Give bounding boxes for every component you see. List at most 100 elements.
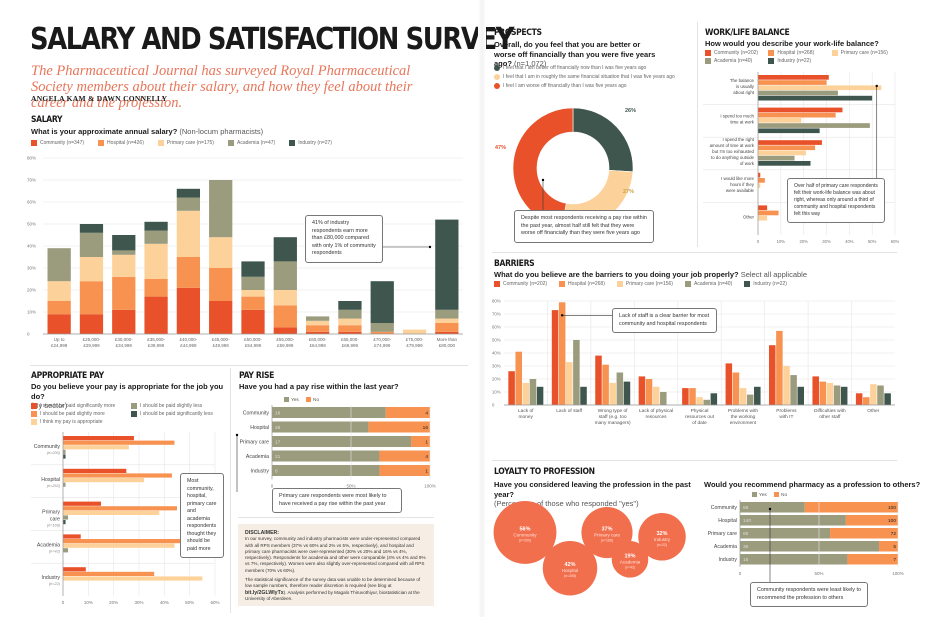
work-life-question: How would you describe your work-life ba…: [705, 39, 879, 48]
barriers-question: What do you believe are the barriers to …: [494, 270, 807, 280]
bar-hospital: [515, 351, 522, 405]
barriers-question-note: Select all applicable: [740, 270, 808, 279]
legend-label: Community (n=202): [714, 50, 759, 56]
x-tick-label: More than: [437, 337, 458, 342]
category-label: is usually: [736, 84, 755, 89]
category-n: (n=22): [49, 582, 61, 586]
bar-segment-community: [338, 331, 362, 334]
bar-academia: [833, 385, 841, 405]
x-tick-label: £30,000-: [115, 337, 133, 342]
x-tick-label: 100%: [424, 484, 436, 489]
bar-hospital: [645, 379, 653, 405]
legend-label: I should be paid slightly more: [40, 411, 105, 417]
legend-label: No: [313, 397, 319, 403]
pay-rise-callout: Primary care respondents were most likel…: [272, 488, 402, 513]
bar-segment-hospital: [273, 305, 297, 328]
x-tick-label: 0: [62, 600, 65, 605]
bar-segment-primary_care: [338, 318, 362, 326]
x-tick-label: many managers): [595, 420, 631, 426]
category-n: (n=262): [47, 484, 61, 488]
disclaimer-paragraph-2: The statistical significance of the surv…: [245, 577, 427, 602]
x-tick-label: 20%: [109, 600, 118, 605]
bar-segment-community: [209, 301, 233, 334]
bar-industry: [884, 393, 891, 405]
disclaimer-paragraph: In our survey, community and industry ph…: [245, 536, 426, 573]
bar-segment-hospital: [209, 268, 233, 301]
bar-academia: [758, 90, 838, 96]
category-n: (n=169): [47, 524, 61, 528]
legend-swatch: [774, 492, 779, 497]
x-tick-label: £55,000-: [276, 337, 294, 342]
x-tick-label: Problems with: [728, 408, 758, 414]
pay-rise-section-title: PAY RISE: [239, 371, 275, 381]
legend-swatch: [831, 50, 838, 56]
donut-slice-industry: [572, 107, 634, 173]
salary-section-title: SALARY: [31, 115, 63, 125]
x-tick-label: the working: [731, 414, 756, 420]
legend-label: Industry (n=22): [753, 281, 787, 287]
bar-community: [758, 140, 822, 145]
x-tick-label: £75,000-: [406, 337, 424, 342]
bar-segment-community: [144, 296, 168, 334]
legend-item: Academia (n=47): [227, 140, 276, 146]
legend-label: I think my pay is appropriate: [40, 419, 103, 425]
appropriate-pay-callout: Most community, hospital, primary care a…: [180, 473, 224, 558]
bar-community: [595, 355, 602, 405]
disclaimer-text: The statistical significance of the surv…: [245, 577, 421, 589]
bar-primary_care: [63, 510, 160, 515]
donut-slice-community: [512, 107, 574, 228]
value-label-no: 7: [893, 557, 896, 563]
legend-label: I feel that I am in roughly the same fin…: [503, 74, 675, 80]
bar-segment-hospital: [305, 325, 330, 332]
bar-segment-academia: [370, 323, 394, 332]
prospects-legend: I feel that I am better off financially …: [494, 65, 675, 89]
x-tick-label: staff (e.g. too: [599, 414, 627, 420]
prospects-question-text: Overall, do you feel that you are better…: [494, 40, 656, 68]
bar-community: [855, 393, 863, 405]
bar-segment-hospital: [338, 325, 362, 332]
bar-segment-community: [241, 309, 265, 334]
x-tick-label: £25,000-: [83, 337, 101, 342]
bar-industry: [840, 386, 848, 405]
bar-hospital: [758, 112, 836, 118]
category-label: Primary: [42, 510, 60, 516]
bar-academia: [877, 385, 884, 405]
salary-legend: Community (n=347) Hospital (n=426) Primary…: [31, 140, 332, 146]
x-tick-label: £50,000-: [244, 337, 262, 342]
bubble-value: 42%: [564, 562, 575, 568]
bar-segment-primary_care: [305, 320, 330, 326]
category-label: hours if they: [730, 182, 755, 187]
bar-yes: [272, 450, 380, 462]
x-tick-label: Other: [867, 408, 879, 414]
value-label-yes: 17: [275, 439, 281, 445]
legend-label: Academia (n=47): [236, 140, 276, 146]
loyalty-question-note: (Percentage of those who responded "yes"…: [494, 499, 639, 508]
bar-yes: [740, 541, 880, 552]
bubble-label: Industry: [654, 537, 671, 542]
value-label-no: 16: [423, 425, 429, 431]
legend-label: Academia (n=40): [714, 58, 753, 64]
bar-primary_care: [63, 445, 129, 450]
bar-hospital: [776, 330, 783, 405]
legend-item: Hospital (n=426): [98, 140, 144, 146]
bar-community: [508, 371, 515, 405]
legend-swatch: [289, 140, 296, 146]
prospects-question-note: (n=1,072): [514, 59, 547, 68]
barriers-callout: Lack of staff is a clear barrier for mos…: [612, 308, 717, 333]
bar-community: [63, 567, 86, 572]
value-label-yes: 15: [743, 557, 749, 563]
bar-community: [758, 205, 768, 211]
value-label-yes: 21: [275, 454, 281, 460]
bubble-label: Academia: [620, 559, 641, 564]
bar-academia: [758, 155, 795, 161]
legend-item: Community (n=347): [31, 140, 84, 146]
slice-label: 27%: [623, 189, 634, 195]
bar-segment-hospital: [370, 331, 394, 334]
y-tick-label: 80%: [27, 156, 36, 161]
bar-primary_care: [758, 183, 761, 188]
bar-primary_care: [826, 382, 834, 405]
bar-hospital: [689, 388, 696, 405]
disclaimer-link[interactable]: bit.ly/2GLWlyTx: [245, 589, 284, 596]
bar-academia: [790, 375, 797, 405]
legend-label: I feel that I am better off financially …: [503, 65, 647, 71]
